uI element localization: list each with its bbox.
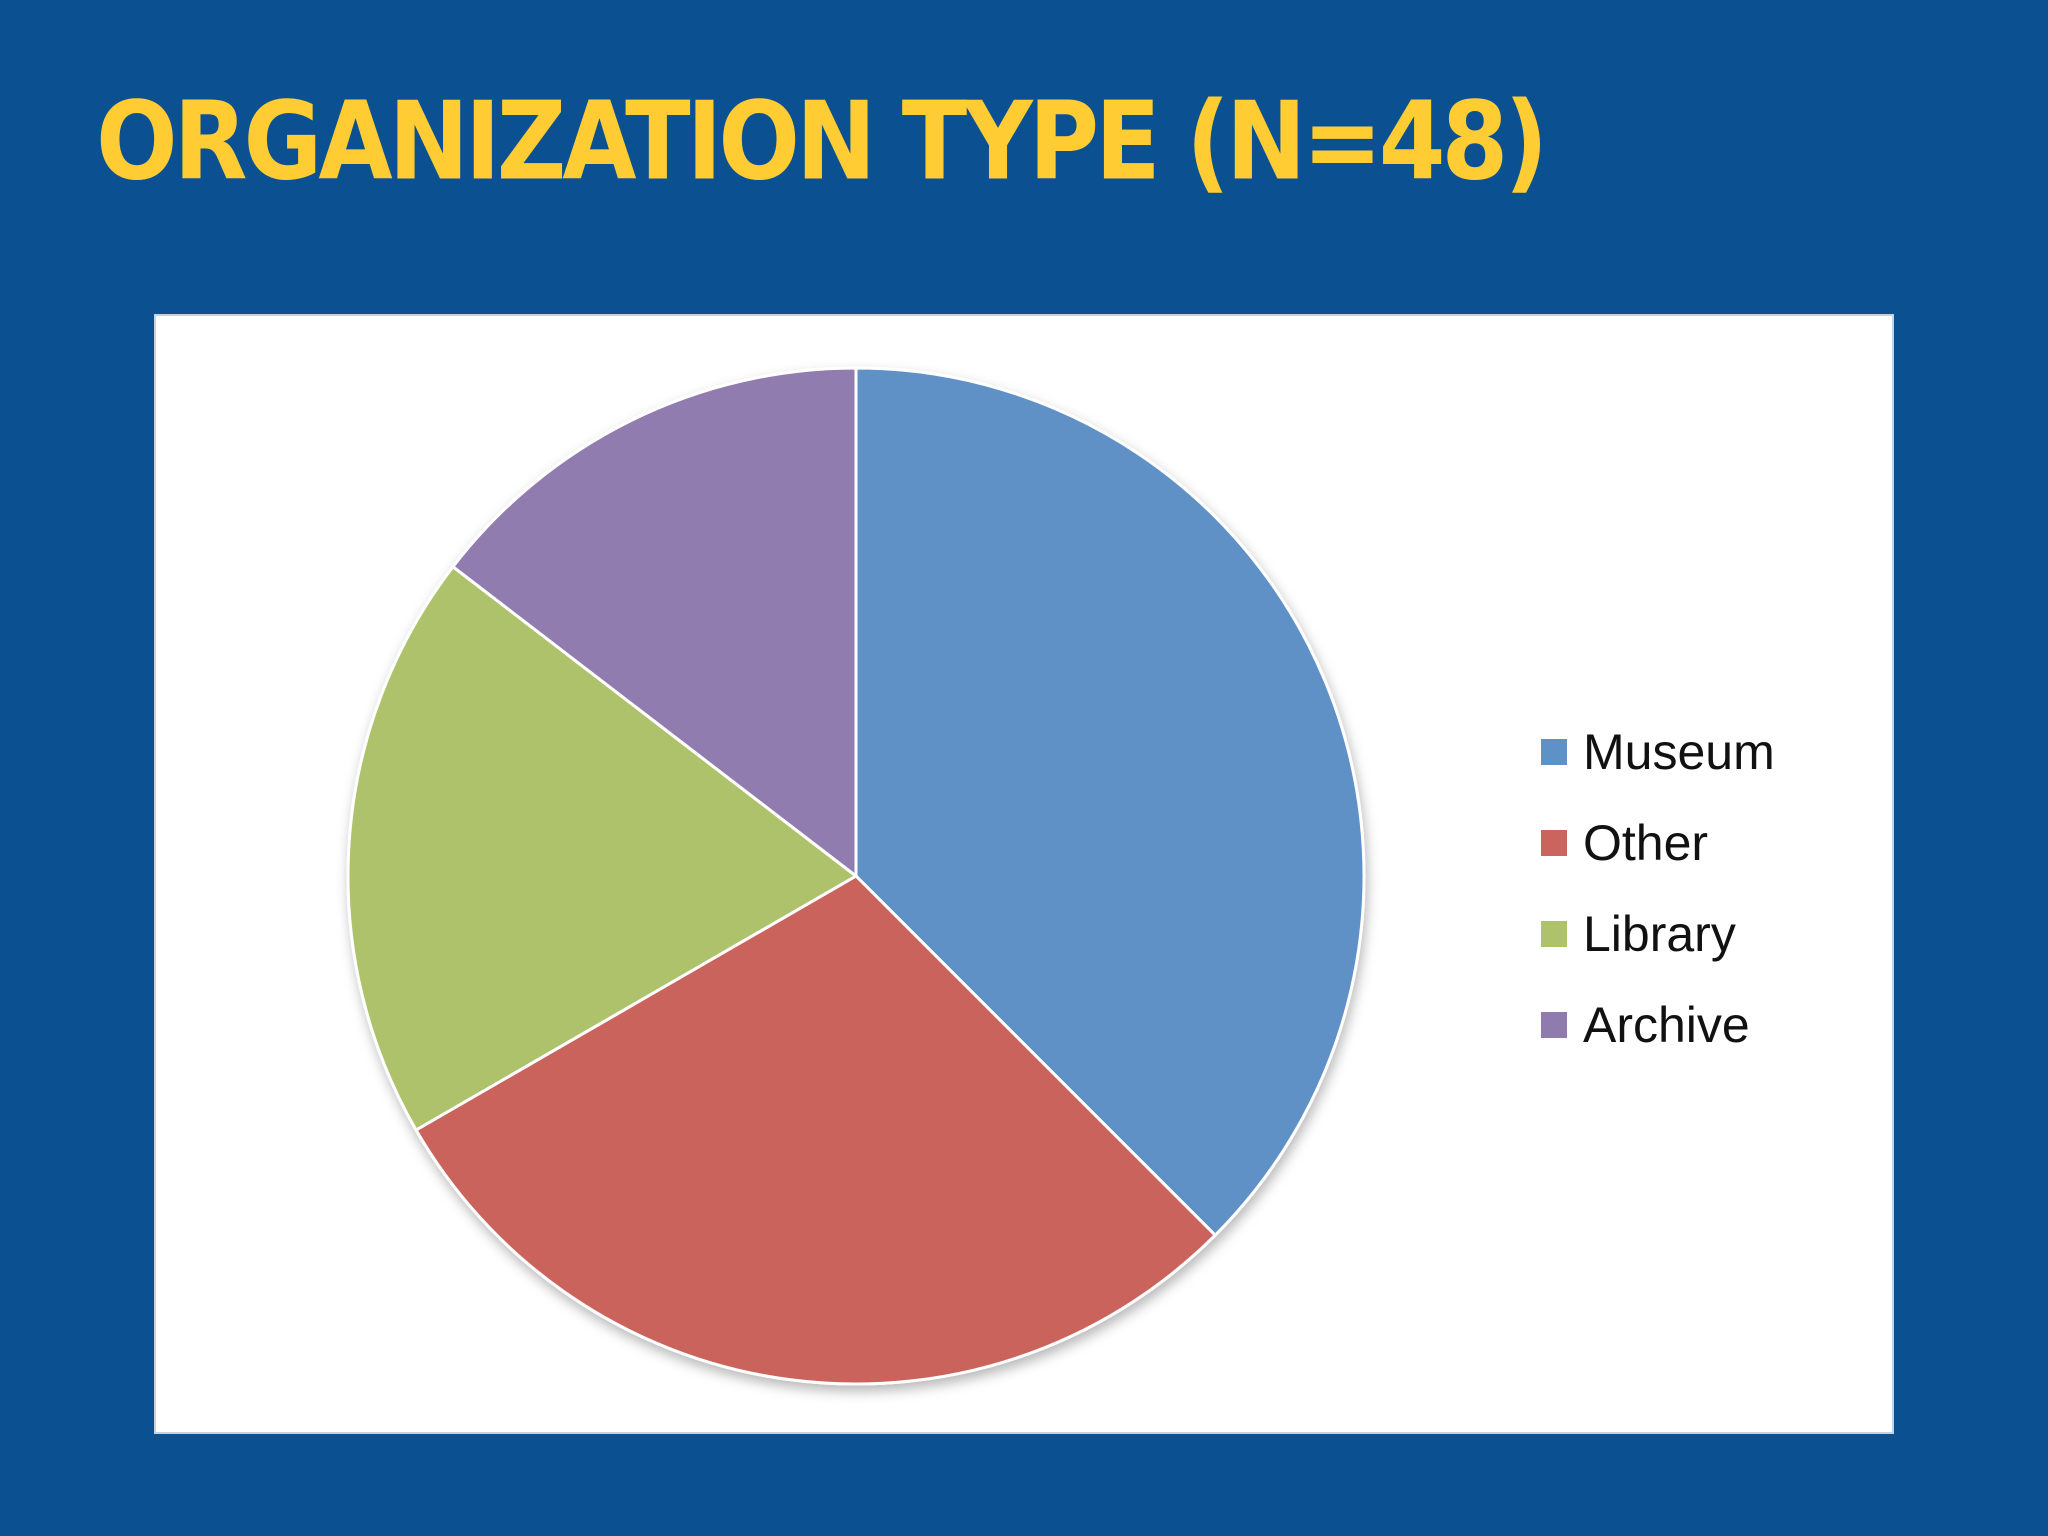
pie-slice-museum (854, 366, 1366, 1237)
slide-title: ORGANIZATION TYPE (N=48) (96, 79, 1548, 205)
legend-label: Other (1583, 814, 1709, 871)
pie-slices (346, 366, 1366, 1386)
legend-swatch (1541, 829, 1567, 856)
chart-legend: Museum Other Library Archive (1541, 706, 1775, 1070)
legend-label: Archive (1583, 996, 1750, 1053)
legend-label: Museum (1583, 723, 1775, 780)
legend-swatch (1541, 920, 1567, 947)
legend-label: Library (1583, 905, 1736, 962)
pie-slice-archive (451, 366, 858, 878)
legend-swatch (1541, 1011, 1567, 1038)
pie-slice-other (414, 874, 1217, 1386)
pie-chart (346, 366, 1366, 1386)
legend-item-other: Other (1541, 797, 1775, 888)
chart-panel: Museum Other Library Archive (154, 314, 1894, 1434)
legend-item-archive: Archive (1541, 979, 1775, 1070)
legend-swatch (1541, 738, 1567, 765)
pie-slice-library (346, 565, 858, 1132)
legend-item-museum: Museum (1541, 706, 1775, 797)
legend-item-library: Library (1541, 888, 1775, 979)
